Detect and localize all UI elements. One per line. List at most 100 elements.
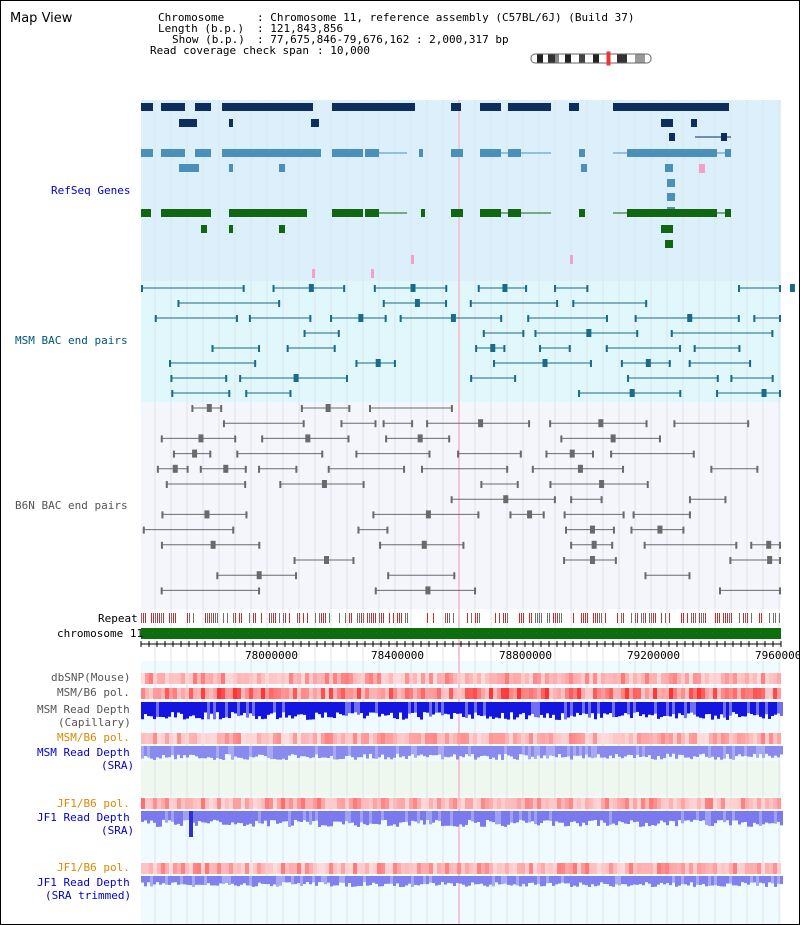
b6n-bac-track-bg (141, 402, 781, 609)
depth-bar (588, 811, 591, 821)
depth-bar (630, 702, 633, 719)
heat-cell (733, 798, 737, 809)
heat-cell (677, 863, 681, 874)
heat-cell (741, 863, 745, 874)
depth-bar (432, 876, 435, 884)
heat-cell (677, 688, 681, 699)
depth-bar (768, 811, 771, 824)
depth-bar (696, 876, 699, 885)
depth-bar (726, 746, 729, 754)
depth-bar (246, 811, 249, 825)
repeat-element (597, 613, 598, 623)
depth-bar (768, 746, 771, 756)
depth-bar (462, 876, 465, 885)
heat-cell (145, 798, 149, 809)
depth-bar (573, 702, 576, 717)
depth-bar (648, 702, 651, 715)
heat-cell (397, 688, 401, 699)
b6n-bac-label[interactable]: B6N BAC end pairs (15, 499, 128, 512)
heat-cell (297, 673, 301, 684)
repeat-element (691, 613, 692, 623)
heat-cell (253, 863, 257, 874)
depth-bar (759, 746, 762, 754)
heat-cell (185, 733, 189, 744)
depth-bar (297, 811, 300, 822)
depth-bar (201, 876, 204, 885)
depth-bar (537, 876, 540, 884)
depth-bar (735, 876, 738, 886)
depth-bar (219, 811, 222, 823)
repeat-element (715, 613, 716, 623)
depth-bar (180, 746, 183, 759)
depth-bar (210, 811, 213, 822)
bac-end (475, 345, 478, 352)
depth-bar (507, 746, 510, 756)
heat-cell (533, 798, 537, 809)
heat-cell (205, 863, 209, 874)
repeat-element (731, 613, 732, 623)
repeat-element (389, 613, 390, 623)
depth-bar (396, 702, 399, 720)
heat-cell (769, 798, 773, 809)
heat-cell (729, 863, 733, 874)
heat-cell (365, 733, 369, 744)
heat-cell (609, 688, 613, 699)
repeat-element (669, 613, 670, 623)
depth-bar (225, 746, 228, 755)
heat-cell (633, 673, 637, 684)
track-feature (332, 103, 415, 111)
ideogram-outline (530, 53, 652, 64)
heat-cell (585, 688, 589, 699)
depth-bar (435, 876, 438, 886)
depth-bar (624, 702, 627, 714)
depth-bar (189, 746, 192, 755)
ideogram-band (617, 54, 627, 63)
depth-bar (183, 876, 186, 885)
bac-end (577, 464, 583, 473)
heat-cell (301, 798, 305, 809)
heat-cell (581, 733, 585, 744)
depth-bar (720, 811, 723, 821)
heat-cell (269, 688, 273, 699)
depth-bar (171, 811, 174, 822)
depth-bar (150, 702, 153, 717)
depth-bar (426, 746, 429, 758)
heat-cell (397, 798, 401, 809)
bac-end (578, 390, 581, 397)
bac-end (542, 511, 545, 519)
depth-bar (645, 811, 648, 823)
heat-cell (597, 688, 601, 699)
heat-cell (357, 798, 361, 809)
depth-bar (633, 702, 636, 713)
bac-end (634, 315, 637, 322)
heat-cell (281, 863, 285, 874)
depth-bar (327, 702, 330, 718)
heat-cell (521, 863, 525, 874)
heat-cell (685, 688, 689, 699)
depth-bar (474, 746, 477, 760)
depth-bar (249, 702, 252, 714)
depth-bar (615, 702, 618, 717)
depth-bar (678, 702, 681, 714)
depth-bar (546, 702, 549, 714)
depth-bar (519, 876, 522, 887)
depth-bar (753, 702, 756, 716)
heat-cell (541, 673, 545, 684)
heat-cell (565, 688, 569, 699)
refseq-genes-label[interactable]: RefSeq Genes (51, 184, 131, 197)
depth-bar (621, 746, 624, 759)
heat-cell (189, 673, 193, 684)
depth-bar (435, 811, 438, 821)
heat-cell (173, 688, 177, 699)
depth-bar (516, 876, 519, 886)
msm-bac-label[interactable]: MSM BAC end pairs (15, 334, 128, 347)
heat-cell (573, 798, 577, 809)
depth-bar (357, 702, 360, 715)
depth-bar (375, 702, 378, 714)
heat-cell (385, 798, 389, 809)
heat-cell (669, 733, 673, 744)
depth-bar (156, 746, 159, 758)
heat-cell (765, 673, 769, 684)
heat-cell (181, 673, 185, 684)
